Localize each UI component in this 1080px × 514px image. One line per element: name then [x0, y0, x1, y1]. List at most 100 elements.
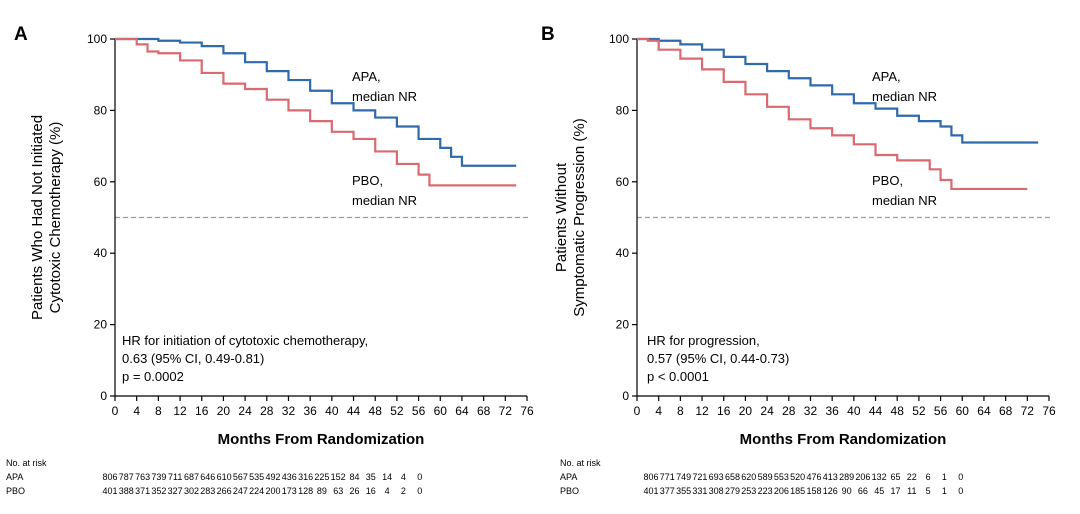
risk-cell: 224	[249, 486, 264, 496]
x-tick-label: 8	[155, 404, 162, 418]
x-tick-label: 76	[520, 404, 534, 418]
risk-cell: 620	[741, 472, 756, 482]
risk-cell: 0	[417, 472, 422, 482]
x-tick-label: 52	[912, 404, 926, 418]
risk-cell: 0	[958, 472, 963, 482]
series-label-apa: APA,	[872, 69, 901, 84]
risk-cell: 1	[942, 472, 947, 482]
risk-cell: 553	[774, 472, 789, 482]
risk-cell: 11	[907, 486, 916, 496]
x-tick-label: 56	[934, 404, 948, 418]
x-tick-label: 0	[634, 404, 641, 418]
x-tick-label: 0	[112, 404, 119, 418]
risk-row-label: PBO	[6, 486, 25, 496]
risk-cell: 492	[265, 472, 280, 482]
risk-cell: 739	[151, 472, 166, 482]
risk-cell: 327	[168, 486, 183, 496]
risk-cell: 35	[366, 472, 376, 482]
y-tick-label: 20	[616, 318, 630, 332]
panel-b: B Patients Without Symptomatic Progression…	[541, 24, 1056, 496]
x-tick-label: 4	[133, 404, 140, 418]
risk-cell: 401	[643, 486, 658, 496]
x-tick-label: 40	[847, 404, 861, 418]
risk-cell: 331	[692, 486, 707, 496]
risk-cell: 63	[333, 486, 343, 496]
x-tick-label: 68	[477, 404, 491, 418]
x-tick-label: 68	[999, 404, 1013, 418]
risk-cell: 0	[958, 486, 963, 496]
risk-cell: 771	[660, 472, 675, 482]
risk-cell: 806	[102, 472, 117, 482]
x-axis-label: Months From Randomization	[740, 431, 947, 448]
series-label-pbo: PBO,	[352, 173, 383, 188]
series-label-pbo: median NR	[872, 193, 937, 208]
panel-letter: B	[541, 24, 555, 45]
x-tick-label: 32	[804, 404, 818, 418]
risk-cell: 65	[890, 472, 900, 482]
x-tick-label: 72	[499, 404, 513, 418]
risk-cell: 158	[806, 486, 821, 496]
hr-annotation: p < 0.0001	[647, 369, 709, 384]
x-tick-label: 52	[390, 404, 404, 418]
risk-cell: 646	[200, 472, 215, 482]
risk-cell: 185	[790, 486, 805, 496]
risk-cell: 0	[417, 486, 422, 496]
risk-cell: 173	[282, 486, 297, 496]
risk-cell: 589	[758, 472, 773, 482]
risk-row-label: APA	[6, 472, 23, 482]
risk-cell: 89	[317, 486, 327, 496]
x-tick-label: 20	[217, 404, 231, 418]
x-tick-label: 60	[956, 404, 970, 418]
x-tick-label: 28	[782, 404, 796, 418]
y-tick-label: 0	[622, 389, 629, 403]
risk-cell: 1	[942, 486, 947, 496]
risk-cell: 610	[217, 472, 232, 482]
risk-row-label: PBO	[560, 486, 579, 496]
x-tick-label: 24	[760, 404, 774, 418]
risk-cell: 4	[385, 486, 390, 496]
risk-cell: 567	[233, 472, 248, 482]
risk-cell: 413	[823, 472, 838, 482]
hr-annotation: HR for progression,	[647, 333, 760, 348]
x-tick-label: 16	[717, 404, 731, 418]
hr-annotation: p = 0.0002	[122, 369, 184, 384]
y-tick-label: 100	[609, 32, 629, 46]
risk-cell: 223	[758, 486, 773, 496]
risk-cell: 763	[135, 472, 150, 482]
risk-cell: 316	[298, 472, 313, 482]
x-axis-label: Months From Randomization	[218, 431, 425, 448]
panel-letter: A	[14, 24, 28, 45]
series-label-apa: median NR	[352, 89, 417, 104]
risk-cell: 476	[806, 472, 821, 482]
risk-cell: 22	[907, 472, 917, 482]
risk-cell: 283	[200, 486, 215, 496]
risk-cell: 90	[842, 486, 852, 496]
risk-cell: 132	[872, 472, 887, 482]
risk-cell: 787	[119, 472, 134, 482]
risk-cell: 225	[314, 472, 329, 482]
hr-annotation: 0.57 (95% CI, 0.44-0.73)	[647, 351, 789, 366]
x-tick-label: 44	[869, 404, 883, 418]
risk-table-header: No. at risk	[6, 458, 47, 468]
risk-cell: 17	[890, 486, 900, 496]
risk-cell: 302	[184, 486, 199, 496]
risk-cell: 206	[774, 486, 789, 496]
risk-cell: 279	[725, 486, 740, 496]
x-tick-label: 76	[1042, 404, 1056, 418]
risk-cell: 126	[823, 486, 838, 496]
risk-cell: 152	[331, 472, 346, 482]
risk-cell: 5	[926, 486, 931, 496]
y-tick-label: 0	[100, 389, 107, 403]
panel-a: A Patients Who Had Not Initiated Cytotoxic…	[6, 24, 534, 496]
risk-row-label: APA	[560, 472, 577, 482]
x-tick-label: 8	[677, 404, 684, 418]
y-axis-label: Patients Without	[553, 162, 570, 272]
risk-cell: 401	[102, 486, 117, 496]
risk-cell: 535	[249, 472, 264, 482]
risk-table-header: No. at risk	[560, 458, 601, 468]
y-tick-label: 60	[94, 175, 108, 189]
x-tick-label: 12	[173, 404, 187, 418]
km-curve-apa	[115, 37, 517, 167]
risk-cell: 66	[858, 486, 868, 496]
